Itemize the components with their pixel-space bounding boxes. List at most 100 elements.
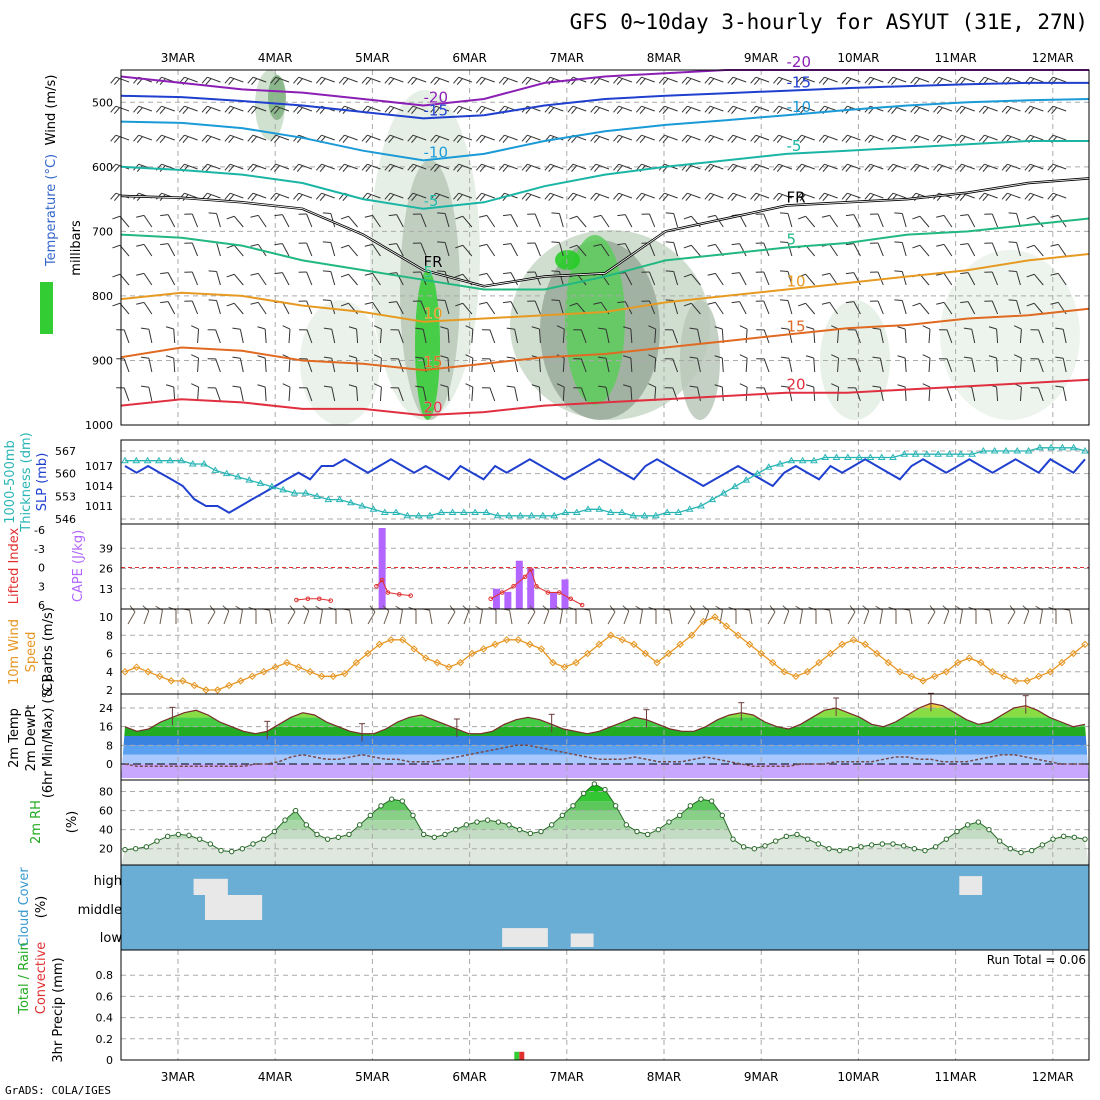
upper-wind-barb [829, 273, 838, 286]
upper-wind-barb-flag [322, 212, 331, 215]
upper-wind-barb-flag [322, 299, 331, 302]
upper-wind-barb [197, 328, 200, 344]
wind-speed-marker [757, 649, 765, 658]
lifted-index-line [490, 568, 583, 606]
upper-wind-barb-flag [388, 165, 395, 172]
cloud-background [121, 865, 1089, 950]
upper-wind-barb-flag [936, 78, 943, 85]
upper-wind-barb [967, 272, 976, 286]
upper-wind-barb [855, 387, 861, 402]
upper-wind-barb-flag [1047, 105, 1054, 113]
upper-wind-barb [184, 105, 198, 112]
upper-wind-barb-flag [388, 243, 397, 246]
freezing-level-inner [120, 178, 1090, 287]
wind-speed-marker [202, 686, 210, 694]
upper-wind-barb-flag [1050, 214, 1059, 218]
upper-wind-barb-flag [191, 383, 199, 388]
surface-wind-barb-flag [302, 605, 310, 612]
upper-wind-barb-flag [502, 165, 509, 172]
upper-wind-barb-flag [274, 272, 283, 275]
upper-wind-barb-flag [455, 244, 464, 249]
upper-wind-barb-flag [247, 192, 254, 200]
thickness-marker [651, 511, 660, 519]
surface-wind-barb [927, 611, 936, 625]
upper-pressure-axis-label-line: millibars [69, 220, 84, 276]
precip-conv-bar [519, 1051, 525, 1060]
thickness-marker [448, 508, 457, 516]
upper-wind-barb-flag [821, 301, 830, 305]
wind-speed-marker [965, 654, 974, 662]
wind-speed-marker [734, 631, 742, 639]
rh-marker [868, 842, 875, 848]
upper-wind-barb [298, 105, 313, 112]
upper-wind-axis-label-line: Wind (m/s) [44, 75, 59, 146]
upper-wind-barb-flag [982, 107, 989, 114]
upper-wind-barb [991, 300, 999, 315]
wind-speed-marker [445, 663, 453, 671]
upper-wind-barb [558, 242, 564, 257]
upper-wind-barb-flag [544, 192, 551, 200]
upper-wind-barb [919, 273, 930, 286]
upper-wind-barb-flag [683, 302, 692, 307]
wind-speed-marker [942, 668, 950, 676]
upper-wind-barb [763, 300, 770, 315]
upper-wind-barb [709, 76, 724, 83]
upper-wind-barb [755, 134, 770, 141]
rh-marker [452, 826, 459, 833]
upper-wind-barb [901, 271, 907, 286]
upper-wind-barb [971, 329, 976, 344]
upper-wind-barb-flag [364, 243, 373, 247]
upper-wind-barb-flag [182, 107, 189, 114]
rh-marker [751, 846, 758, 852]
upper-wind-barb-flag [912, 244, 921, 249]
upper-wind-barb-flag [658, 76, 665, 84]
precip-tick-label: 0.4 [96, 1012, 114, 1025]
upper-wind-barb [514, 387, 519, 402]
upper-wind-barb-flag [616, 136, 623, 143]
rh-marker [538, 828, 544, 835]
surface-wind-barb [399, 610, 403, 625]
upper-wind-barb [420, 300, 427, 315]
wind-speed-marker [121, 668, 129, 676]
upper-wind-barb-flag [567, 163, 574, 171]
upper-wind-barb [264, 328, 267, 344]
rh-marker [1082, 836, 1088, 842]
upper-wind-barb [471, 386, 474, 402]
upper-wind-barb-flag [411, 136, 418, 143]
thickness-marker [516, 511, 525, 519]
upper-wind-barb-flag [754, 78, 760, 85]
upper-wind-barb-flag [415, 327, 424, 330]
upper-wind-barb-flag [388, 78, 395, 85]
upper-wind-barb-flag [739, 325, 748, 330]
surface-wind-barb [607, 611, 616, 625]
upper-wind-barb-flag [665, 299, 674, 302]
upper-wind-barb-flag [323, 327, 332, 330]
upper-wind-barb-flag [795, 76, 802, 84]
rh-marker [442, 831, 448, 838]
upper-wind-barb-flag [623, 326, 632, 330]
upper-wind-barb-flag [887, 163, 894, 171]
upper-wind-barb [984, 192, 998, 199]
upper-wind-barb-flag [340, 273, 349, 278]
upper-wind-barb-flag [411, 107, 418, 114]
upper-wind-barb [919, 302, 930, 315]
upper-wind-barb-flag [571, 107, 578, 114]
upper-wind-barb-flag [750, 163, 757, 171]
upper-wind-barb [967, 214, 976, 228]
rh-marker [794, 831, 800, 838]
upper-wind-barb-flag [795, 163, 802, 171]
upper-wind-barb [420, 271, 427, 286]
wind-speed-marker [398, 636, 407, 644]
upper-wind-barb-flag [388, 194, 395, 201]
upper-wind-barb-flag [274, 194, 280, 201]
thickness-marker [979, 447, 988, 454]
wind-speed-marker [849, 636, 858, 644]
upper-wind-barb-flag [388, 136, 395, 143]
rh-marker [420, 831, 427, 838]
upper-wind-barb-flag [955, 134, 962, 142]
upper-wind-barb [755, 76, 770, 83]
thickness-marker [414, 511, 423, 519]
upper-wind-barb-flag [201, 76, 208, 84]
upper-wind-barb-flag [112, 302, 121, 307]
upper-wind-barb-flag [251, 194, 258, 201]
